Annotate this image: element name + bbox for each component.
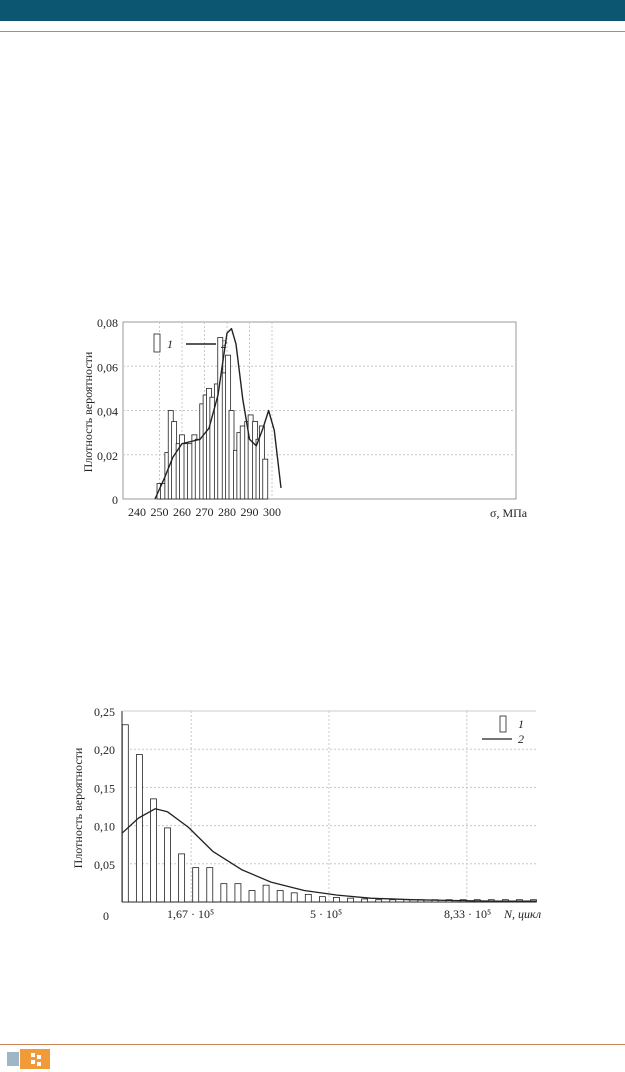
y-tick-label: 0,20: [94, 743, 115, 757]
y-tick-label: 0,08: [97, 316, 118, 330]
stress-histogram-chart: 0 0,02 0,04 0,06 0,08 240 250 260 270 280 290 300 σ,…: [81, 316, 528, 520]
x-axis-label: N, цикл: [503, 907, 541, 921]
x-axis-label: σ, МПа: [490, 506, 528, 520]
x-tick-label: 260: [173, 505, 191, 519]
x-tick-label: 290: [241, 505, 259, 519]
histogram-bar: [262, 458, 269, 500]
histogram-bar: [347, 897, 354, 903]
histogram-bar: [375, 899, 383, 903]
y-axis-label: Плотность вероятности: [71, 747, 85, 868]
histogram-bar: [276, 890, 284, 903]
histogram-bar: [333, 897, 340, 903]
y-tick-label: 0,02: [97, 449, 118, 463]
y-tick-label: 0: [112, 493, 118, 507]
legend-bar-swatch: [153, 333, 161, 353]
y-tick-label: 0,10: [94, 820, 115, 834]
histogram-bar: [361, 898, 369, 903]
x-tick-label: 300: [263, 505, 281, 519]
x-tick-label: 240: [128, 505, 146, 519]
histogram-bar: [389, 899, 397, 903]
histogram-bar: [135, 754, 143, 903]
density-curve: [121, 808, 536, 902]
x-tick-label: 5 · 10⁵: [310, 907, 342, 921]
header-rule: [0, 31, 625, 32]
histogram-bar: [164, 827, 171, 903]
y-tick-label: 0,15: [94, 781, 115, 795]
legend-bar-swatch: [499, 715, 507, 733]
histogram-bar: [304, 893, 312, 903]
legend-label-1: 1: [167, 337, 173, 351]
histogram-bar: [206, 867, 214, 903]
y-tick-label: 0,05: [94, 858, 115, 872]
histogram-bar: [150, 798, 157, 903]
histogram-bar: [178, 853, 186, 903]
book-logo-icon: [7, 1049, 50, 1069]
legend-label-1: 1: [518, 717, 524, 731]
histogram-bar: [290, 892, 298, 903]
legend-label-2: 2: [518, 732, 524, 746]
x-tick-label: 280: [218, 505, 236, 519]
x-tick-label: 0: [103, 909, 109, 923]
header-bar: [0, 0, 625, 21]
x-tick-label: 8,33 · 10⁵: [444, 907, 491, 921]
histogram-bar: [248, 890, 256, 903]
cycles-histogram-chart: 0,05 0,10 0,15 0,20 0,25 0 1,67 · 10⁵ 5 · 10⁵ 8,…: [71, 705, 541, 923]
x-tick-label: 1,67 · 10⁵: [167, 907, 214, 921]
y-tick-label: 0,06: [97, 360, 118, 374]
histogram-bar: [220, 883, 228, 903]
legend-label-2: 2: [221, 337, 227, 351]
histogram-bar: [318, 896, 326, 903]
density-curve: [154, 327, 282, 500]
histogram-bar: [121, 724, 129, 903]
y-tick-label: 0,04: [97, 405, 118, 419]
x-tick-label: 270: [196, 505, 214, 519]
histogram-bar: [262, 884, 270, 903]
y-tick-label: 0,25: [94, 705, 115, 719]
footer-rule: [0, 1044, 625, 1045]
y-axis-label: Плотность вероятности: [81, 351, 95, 472]
histogram-bar: [234, 883, 242, 903]
x-tick-label: 250: [151, 505, 169, 519]
histogram-bar: [192, 867, 200, 903]
